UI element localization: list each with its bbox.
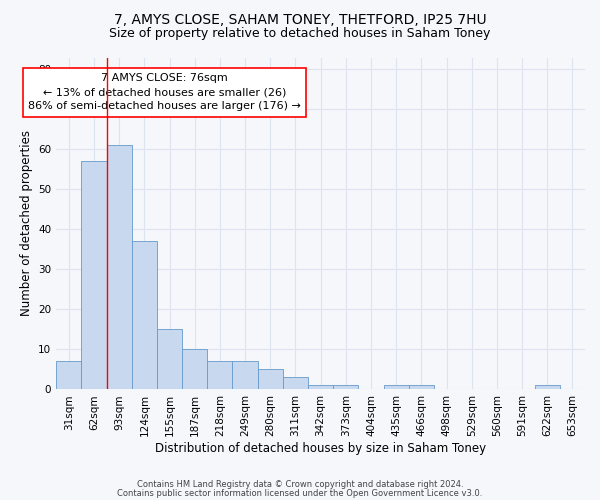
- Text: Contains HM Land Registry data © Crown copyright and database right 2024.: Contains HM Land Registry data © Crown c…: [137, 480, 463, 489]
- Bar: [333, 386, 358, 390]
- Bar: [257, 370, 283, 390]
- Text: Contains public sector information licensed under the Open Government Licence v3: Contains public sector information licen…: [118, 488, 482, 498]
- Y-axis label: Number of detached properties: Number of detached properties: [20, 130, 32, 316]
- Bar: [182, 350, 208, 390]
- Text: Size of property relative to detached houses in Saham Toney: Size of property relative to detached ho…: [109, 28, 491, 40]
- Bar: [232, 362, 257, 390]
- Bar: [107, 146, 132, 390]
- Bar: [383, 386, 409, 390]
- Text: 7 AMYS CLOSE: 76sqm
← 13% of detached houses are smaller (26)
86% of semi-detach: 7 AMYS CLOSE: 76sqm ← 13% of detached ho…: [28, 74, 301, 112]
- Bar: [157, 330, 182, 390]
- Bar: [56, 362, 82, 390]
- Bar: [82, 162, 107, 390]
- Bar: [535, 386, 560, 390]
- Bar: [283, 378, 308, 390]
- Bar: [132, 242, 157, 390]
- Text: 7, AMYS CLOSE, SAHAM TONEY, THETFORD, IP25 7HU: 7, AMYS CLOSE, SAHAM TONEY, THETFORD, IP…: [113, 12, 487, 26]
- Bar: [409, 386, 434, 390]
- Bar: [208, 362, 232, 390]
- X-axis label: Distribution of detached houses by size in Saham Toney: Distribution of detached houses by size …: [155, 442, 486, 455]
- Bar: [308, 386, 333, 390]
